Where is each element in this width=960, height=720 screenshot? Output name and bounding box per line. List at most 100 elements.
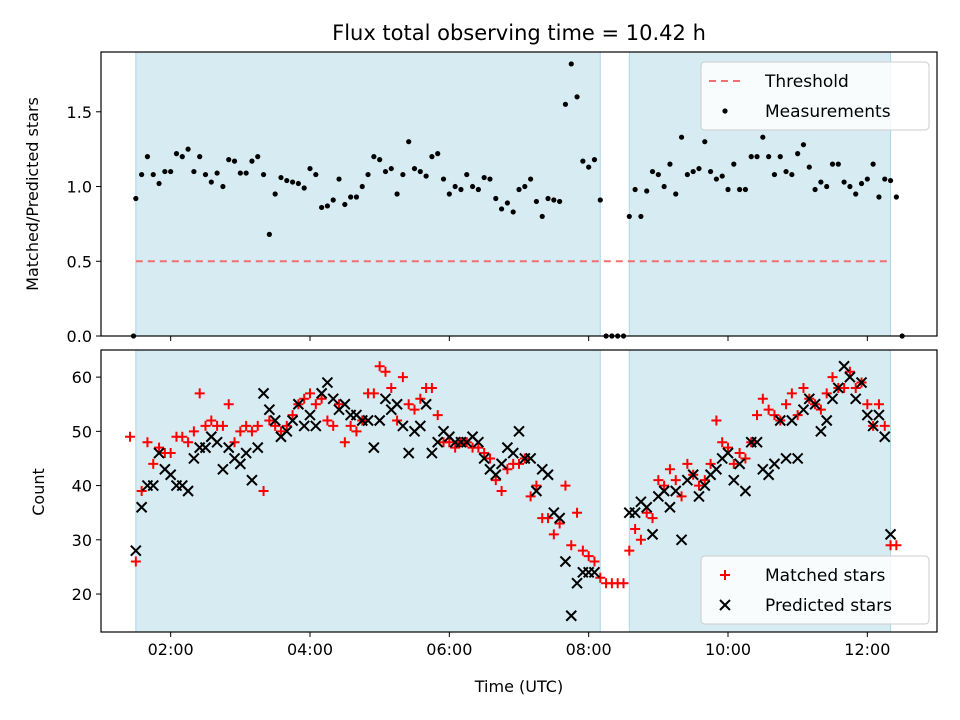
bottom-cross-point-1-29 xyxy=(298,420,310,432)
top-dot-point-0-32 xyxy=(313,171,319,178)
top-dot-point-0-56 xyxy=(452,183,458,190)
top-dot-point-0-104 xyxy=(731,161,737,167)
top-dot-point-0-102 xyxy=(719,173,725,179)
bottom-plus-point-0-79 xyxy=(583,551,594,562)
bottom-panel-counts: 02:00 04:00 06:00 08:00 10:00 12:00 20 30 40 50 60… xyxy=(72,349,938,659)
bottom-y-tick-label-0: 20 xyxy=(72,585,92,604)
bottom-cross-point-1-110 xyxy=(797,403,810,416)
bottom-cross-point-1-18 xyxy=(234,458,247,470)
top-dot-point-0-64 xyxy=(498,206,505,212)
bottom-cross-point-1-114 xyxy=(820,414,833,427)
bottom-plus-point-0-44 xyxy=(380,366,391,377)
top-dot-point-0-118 xyxy=(812,186,818,193)
top-dot-point-0-105 xyxy=(737,186,743,193)
top-y-tick-label-3: 1.5 xyxy=(67,103,92,122)
bottom-cross-point-1-60 xyxy=(478,452,490,465)
bottom-plus-point-0-5 xyxy=(154,442,165,453)
bottom-plus-point-0-76 xyxy=(566,540,577,551)
bottom-plus-point-0-89 xyxy=(641,507,652,518)
bottom-plus-point-0-0 xyxy=(125,431,136,442)
chart-title: Flux total observing time = 10.42 h xyxy=(332,21,706,45)
top-dot-point-0-12 xyxy=(197,154,203,160)
bottom-plus-point-0-60 xyxy=(473,442,484,453)
bottom-plus-point-0-65 xyxy=(502,464,513,475)
top-dot-point-0-71 xyxy=(539,213,545,220)
bottom-plus-point-0-38 xyxy=(345,420,356,431)
bottom-legend: Matched stars Predicted stars xyxy=(700,555,930,625)
top-dot-point-0-31 xyxy=(307,165,313,172)
bottom-plus-point-0-2 xyxy=(136,486,147,496)
bottom-plus-point-0-95 xyxy=(676,491,687,502)
top-y-tick-label-0: 0.0 xyxy=(67,327,92,346)
bottom-cross-point-1-26 xyxy=(281,425,293,438)
top-dot-point-0-86 xyxy=(626,213,632,220)
bottom-cross-point-1-112 xyxy=(809,398,821,410)
bottom-cross-point-1-115 xyxy=(826,393,839,405)
top-dot-point-0-125 xyxy=(853,191,859,197)
top-dot-point-0-60 xyxy=(475,186,481,193)
top-shaded-interval-1 xyxy=(135,51,601,337)
bottom-cross-point-1-10 xyxy=(188,452,200,465)
top-dot-point-0-63 xyxy=(493,195,499,202)
top-y-axis-label: Matched/Predicted stars xyxy=(23,97,42,291)
top-dot-point-0-88 xyxy=(638,213,644,220)
bottom-plus-point-0-28 xyxy=(287,410,298,421)
bottom-plus-point-0-31 xyxy=(305,388,315,399)
x-axis-label: Time (UTC) xyxy=(474,677,563,696)
top-dot-point-0-95 xyxy=(678,134,685,140)
bottom-plus-point-0-52 xyxy=(426,382,437,393)
top-dot-point-0-121 xyxy=(829,161,836,167)
bottom-plus-point-0-91 xyxy=(653,475,664,486)
bottom-plus-point-0-101 xyxy=(711,415,722,426)
top-dot-point-0-94 xyxy=(673,191,679,197)
bottom-plus-point-0-13 xyxy=(200,420,211,431)
top-dot-point-0-91 xyxy=(655,171,661,178)
top-dot-point-0-52 xyxy=(429,154,435,160)
top-dot-point-0-51 xyxy=(423,173,429,179)
bottom-cross-point-1-16 xyxy=(223,441,235,454)
bottom-plus-point-0-125 xyxy=(850,382,861,393)
bottom-plus-point-0-55 xyxy=(444,437,455,448)
bottom-cross-point-1-19 xyxy=(240,447,252,459)
bottom-cross-point-1-49 xyxy=(414,420,427,432)
top-dot-point-0-110 xyxy=(766,154,772,160)
bottom-cross-point-1-21 xyxy=(252,441,264,454)
bottom-cross-point-1-119 xyxy=(850,393,862,405)
bottom-cross-point-1-109 xyxy=(791,452,804,465)
top-dot-point-0-47 xyxy=(400,171,406,178)
bottom-cross-point-1-69 xyxy=(530,485,543,497)
bottom-plus-point-0-94 xyxy=(670,475,681,486)
bottom-plus-point-0-14 xyxy=(206,415,217,426)
top-y-tick-label-2: 1.0 xyxy=(67,178,92,197)
bottom-plus-point-0-85 xyxy=(618,578,629,589)
bottom-plus-point-0-47 xyxy=(397,372,408,383)
bottom-cross-point-1-95 xyxy=(710,463,723,476)
top-dot-point-0-113 xyxy=(783,168,789,175)
top-dot-point-0-127 xyxy=(864,176,870,182)
top-dot-point-0-59 xyxy=(469,183,476,190)
bottom-plus-point-0-73 xyxy=(548,529,559,540)
bottom-cross-point-1-98 xyxy=(728,474,740,486)
bottom-plus-point-0-70 xyxy=(531,480,542,491)
bottom-plus-point-0-110 xyxy=(763,404,774,415)
top-dot-point-0-27 xyxy=(284,177,290,184)
top-dot-point-0-108 xyxy=(754,154,760,160)
bottom-plus-point-0-20 xyxy=(241,420,252,431)
top-dot-point-0-35 xyxy=(330,197,336,203)
bottom-cross-point-1-73 xyxy=(553,512,566,524)
bottom-legend-label-1: Predicted stars xyxy=(765,596,892,616)
top-dot-point-0-114 xyxy=(789,171,795,178)
bottom-plus-point-0-105 xyxy=(734,448,745,459)
top-dot-point-0-116 xyxy=(800,142,807,148)
top-dot-point-0-126 xyxy=(858,180,865,187)
bottom-cross-point-1-118 xyxy=(844,371,856,383)
bottom-plus-point-0-56 xyxy=(450,442,461,453)
top-dot-point-0-117 xyxy=(806,164,812,170)
top-dot-point-0-28 xyxy=(289,179,296,185)
bottom-plus-point-0-45 xyxy=(386,382,397,393)
top-legend-label-1: Measurements xyxy=(765,102,891,122)
bottom-cross-point-1-122 xyxy=(867,420,879,432)
bottom-plus-point-0-93 xyxy=(664,464,675,475)
top-legend: Threshold Measurements xyxy=(700,61,930,131)
